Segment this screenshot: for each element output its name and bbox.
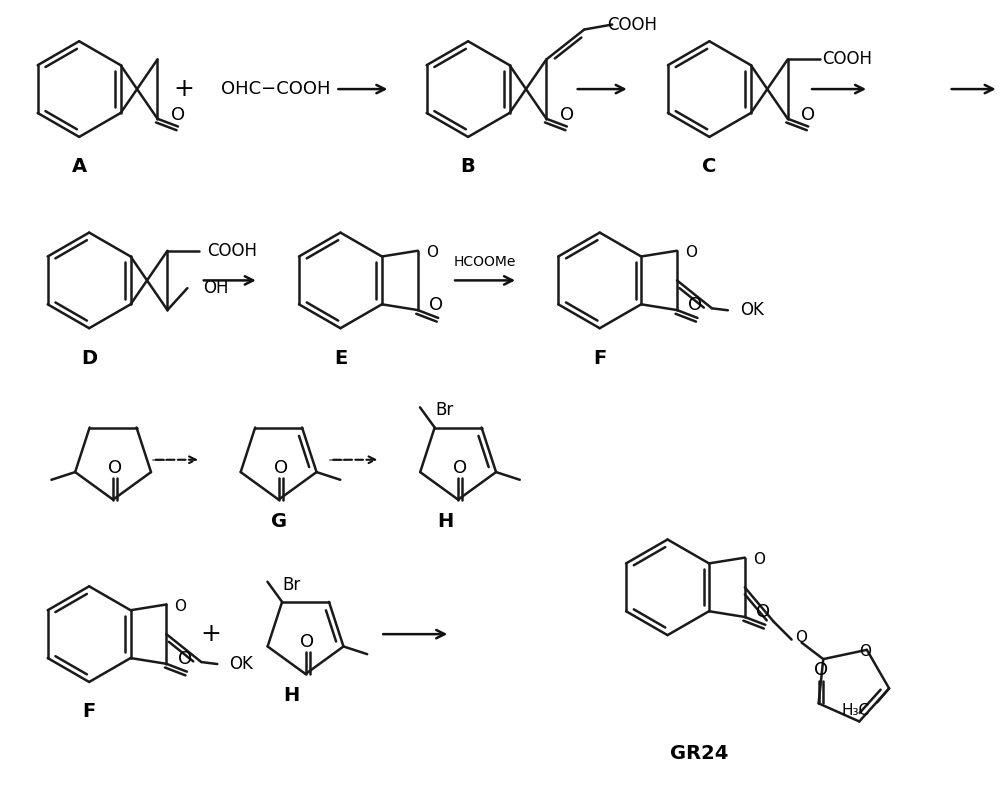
Text: +: +	[200, 623, 221, 646]
Text: O: O	[756, 603, 770, 621]
Text: O: O	[426, 245, 438, 261]
Text: O: O	[560, 105, 574, 123]
Text: C: C	[702, 157, 717, 177]
Text: OK: OK	[740, 301, 764, 319]
Text: O: O	[108, 458, 122, 476]
Text: O: O	[814, 662, 828, 680]
Text: O: O	[178, 650, 192, 668]
Text: OK: OK	[229, 655, 253, 673]
Text: O: O	[300, 633, 315, 651]
Text: COOH: COOH	[607, 16, 657, 34]
Text: O: O	[801, 105, 815, 123]
Text: OHC−COOH: OHC−COOH	[221, 80, 330, 98]
Text: F: F	[593, 349, 606, 367]
Text: O: O	[796, 630, 808, 645]
Text: O: O	[859, 644, 871, 659]
Text: O: O	[429, 296, 443, 314]
Text: O: O	[685, 245, 697, 261]
Text: O: O	[171, 105, 185, 123]
Text: GR24: GR24	[670, 744, 729, 763]
Text: O: O	[274, 458, 288, 476]
Text: +: +	[173, 77, 194, 101]
Text: O: O	[688, 296, 703, 314]
Text: E: E	[334, 349, 347, 367]
Text: B: B	[461, 157, 475, 177]
Text: COOH: COOH	[207, 242, 257, 260]
Text: A: A	[72, 157, 87, 177]
Text: H: H	[283, 686, 300, 706]
Text: Br: Br	[435, 401, 453, 419]
Text: H₃C: H₃C	[841, 703, 869, 717]
Text: O: O	[453, 458, 467, 476]
Text: COOH: COOH	[823, 50, 873, 68]
Text: G: G	[271, 512, 287, 531]
Text: F: F	[83, 703, 96, 721]
Text: O: O	[753, 552, 765, 567]
Text: D: D	[81, 349, 97, 367]
Text: HCOOMe: HCOOMe	[454, 255, 516, 269]
Text: Br: Br	[282, 575, 301, 593]
Text: H: H	[437, 512, 453, 531]
Text: OH: OH	[203, 279, 229, 298]
Text: O: O	[174, 599, 186, 614]
